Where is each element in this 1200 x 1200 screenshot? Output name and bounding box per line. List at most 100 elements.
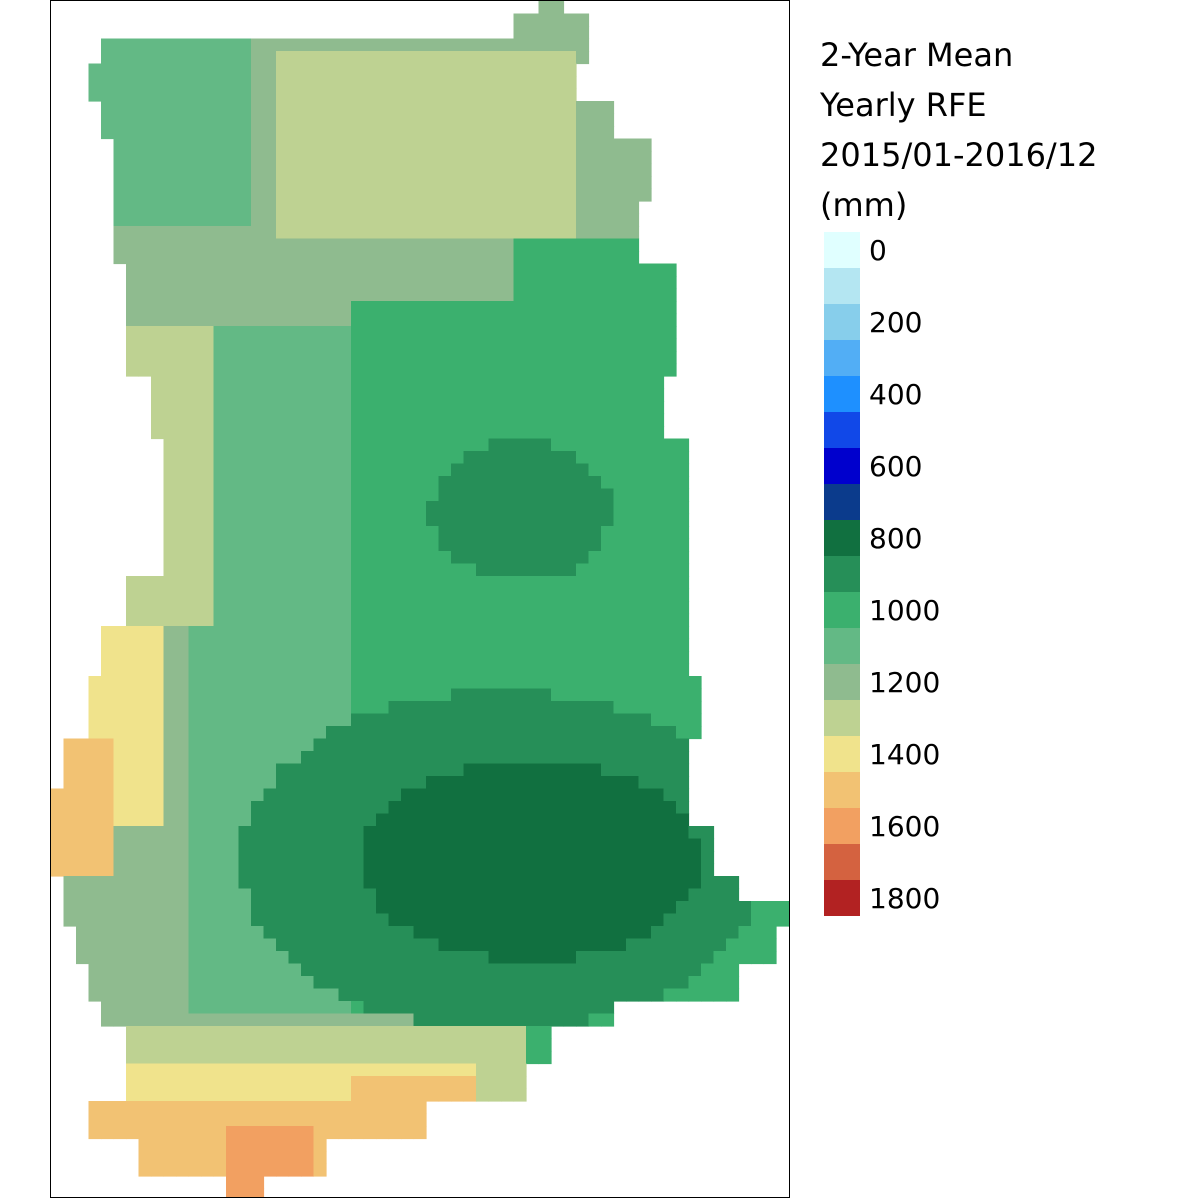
raster-cell: [651, 576, 665, 590]
raster-cell: [538, 713, 552, 727]
raster-cell: [401, 1001, 415, 1015]
raster-cell: [401, 813, 415, 827]
raster-cell: [301, 351, 315, 365]
raster-cell: [601, 438, 615, 452]
raster-cell: [276, 51, 290, 65]
raster-cell: [326, 63, 340, 77]
raster-cell: [413, 626, 427, 640]
raster-cell: [651, 888, 665, 902]
raster-cell: [238, 751, 252, 765]
raster-cell: [638, 188, 652, 202]
raster-cell: [563, 401, 577, 415]
raster-cell: [351, 1126, 365, 1140]
raster-cell: [188, 738, 202, 752]
raster-cell: [263, 163, 277, 177]
raster-cell: [238, 88, 252, 102]
raster-cell: [201, 38, 215, 52]
raster-cell: [576, 13, 590, 27]
raster-cell: [176, 888, 190, 902]
raster-cell: [151, 101, 165, 115]
raster-cell: [213, 638, 227, 652]
raster-cell: [663, 788, 677, 802]
raster-cell: [101, 788, 115, 802]
raster-cell: [476, 938, 490, 952]
raster-cell: [251, 513, 265, 527]
raster-cell: [326, 526, 340, 540]
raster-cell: [588, 163, 602, 177]
raster-cell: [413, 663, 427, 677]
raster-cell: [426, 551, 440, 565]
raster-cell: [351, 1088, 365, 1102]
raster-cell: [351, 376, 365, 390]
raster-cell: [476, 951, 490, 965]
raster-cell: [463, 838, 477, 852]
raster-cell: [563, 613, 577, 627]
raster-cell: [338, 726, 352, 740]
raster-cell: [201, 563, 215, 577]
raster-cell: [438, 938, 452, 952]
raster-cell: [251, 251, 265, 265]
raster-cell: [763, 951, 777, 965]
raster-cell: [113, 1101, 127, 1115]
raster-cell: [476, 713, 490, 727]
raster-cell: [413, 1076, 427, 1090]
raster-cell: [301, 701, 315, 715]
raster-cell: [363, 788, 377, 802]
raster-cell: [151, 788, 165, 802]
raster-cell: [238, 1138, 252, 1152]
raster-cell: [526, 788, 540, 802]
raster-cell: [501, 1001, 515, 1015]
raster-cell: [401, 263, 415, 277]
raster-cell: [413, 563, 427, 577]
raster-cell: [501, 738, 515, 752]
raster-cell: [551, 126, 565, 140]
raster-cell: [626, 963, 640, 977]
raster-cell: [301, 613, 315, 627]
raster-cell: [326, 1076, 340, 1090]
raster-cell: [201, 526, 215, 540]
raster-cell: [213, 151, 227, 165]
raster-cell: [376, 601, 390, 615]
raster-cell: [388, 738, 402, 752]
raster-cell: [276, 676, 290, 690]
raster-cell: [276, 1063, 290, 1077]
raster-cell: [326, 1101, 340, 1115]
raster-cell: [101, 88, 115, 102]
raster-cell: [551, 463, 565, 477]
raster-cell: [88, 726, 102, 740]
raster-cell: [413, 1126, 427, 1140]
raster-cell: [138, 813, 152, 827]
raster-cell: [613, 726, 627, 740]
raster-cell: [463, 113, 477, 127]
raster-cell: [538, 651, 552, 665]
raster-cell: [501, 601, 515, 615]
raster-cell: [388, 38, 402, 52]
raster-cell: [351, 976, 365, 990]
raster-cell: [451, 488, 465, 502]
raster-cell: [613, 588, 627, 602]
raster-cell: [376, 438, 390, 452]
raster-cell: [301, 363, 315, 377]
raster-cell: [551, 638, 565, 652]
raster-cell: [176, 588, 190, 602]
raster-cell: [126, 301, 140, 315]
raster-cell: [151, 951, 165, 965]
legend-swatch-4: [824, 376, 860, 412]
raster-cell: [463, 951, 477, 965]
raster-cell: [463, 688, 477, 702]
raster-cell: [388, 751, 402, 765]
raster-cell: [301, 576, 315, 590]
raster-cell: [663, 588, 677, 602]
raster-cell: [251, 1188, 265, 1197]
raster-cell: [76, 788, 90, 802]
raster-cell: [601, 551, 615, 565]
raster-cell: [163, 626, 177, 640]
raster-cell: [338, 938, 352, 952]
raster-cell: [176, 976, 190, 990]
raster-cell: [551, 901, 565, 915]
raster-cell: [126, 663, 140, 677]
raster-cell: [463, 651, 477, 665]
raster-cell: [426, 1088, 440, 1102]
raster-cell: [638, 626, 652, 640]
legend-swatch-6: [824, 448, 860, 484]
